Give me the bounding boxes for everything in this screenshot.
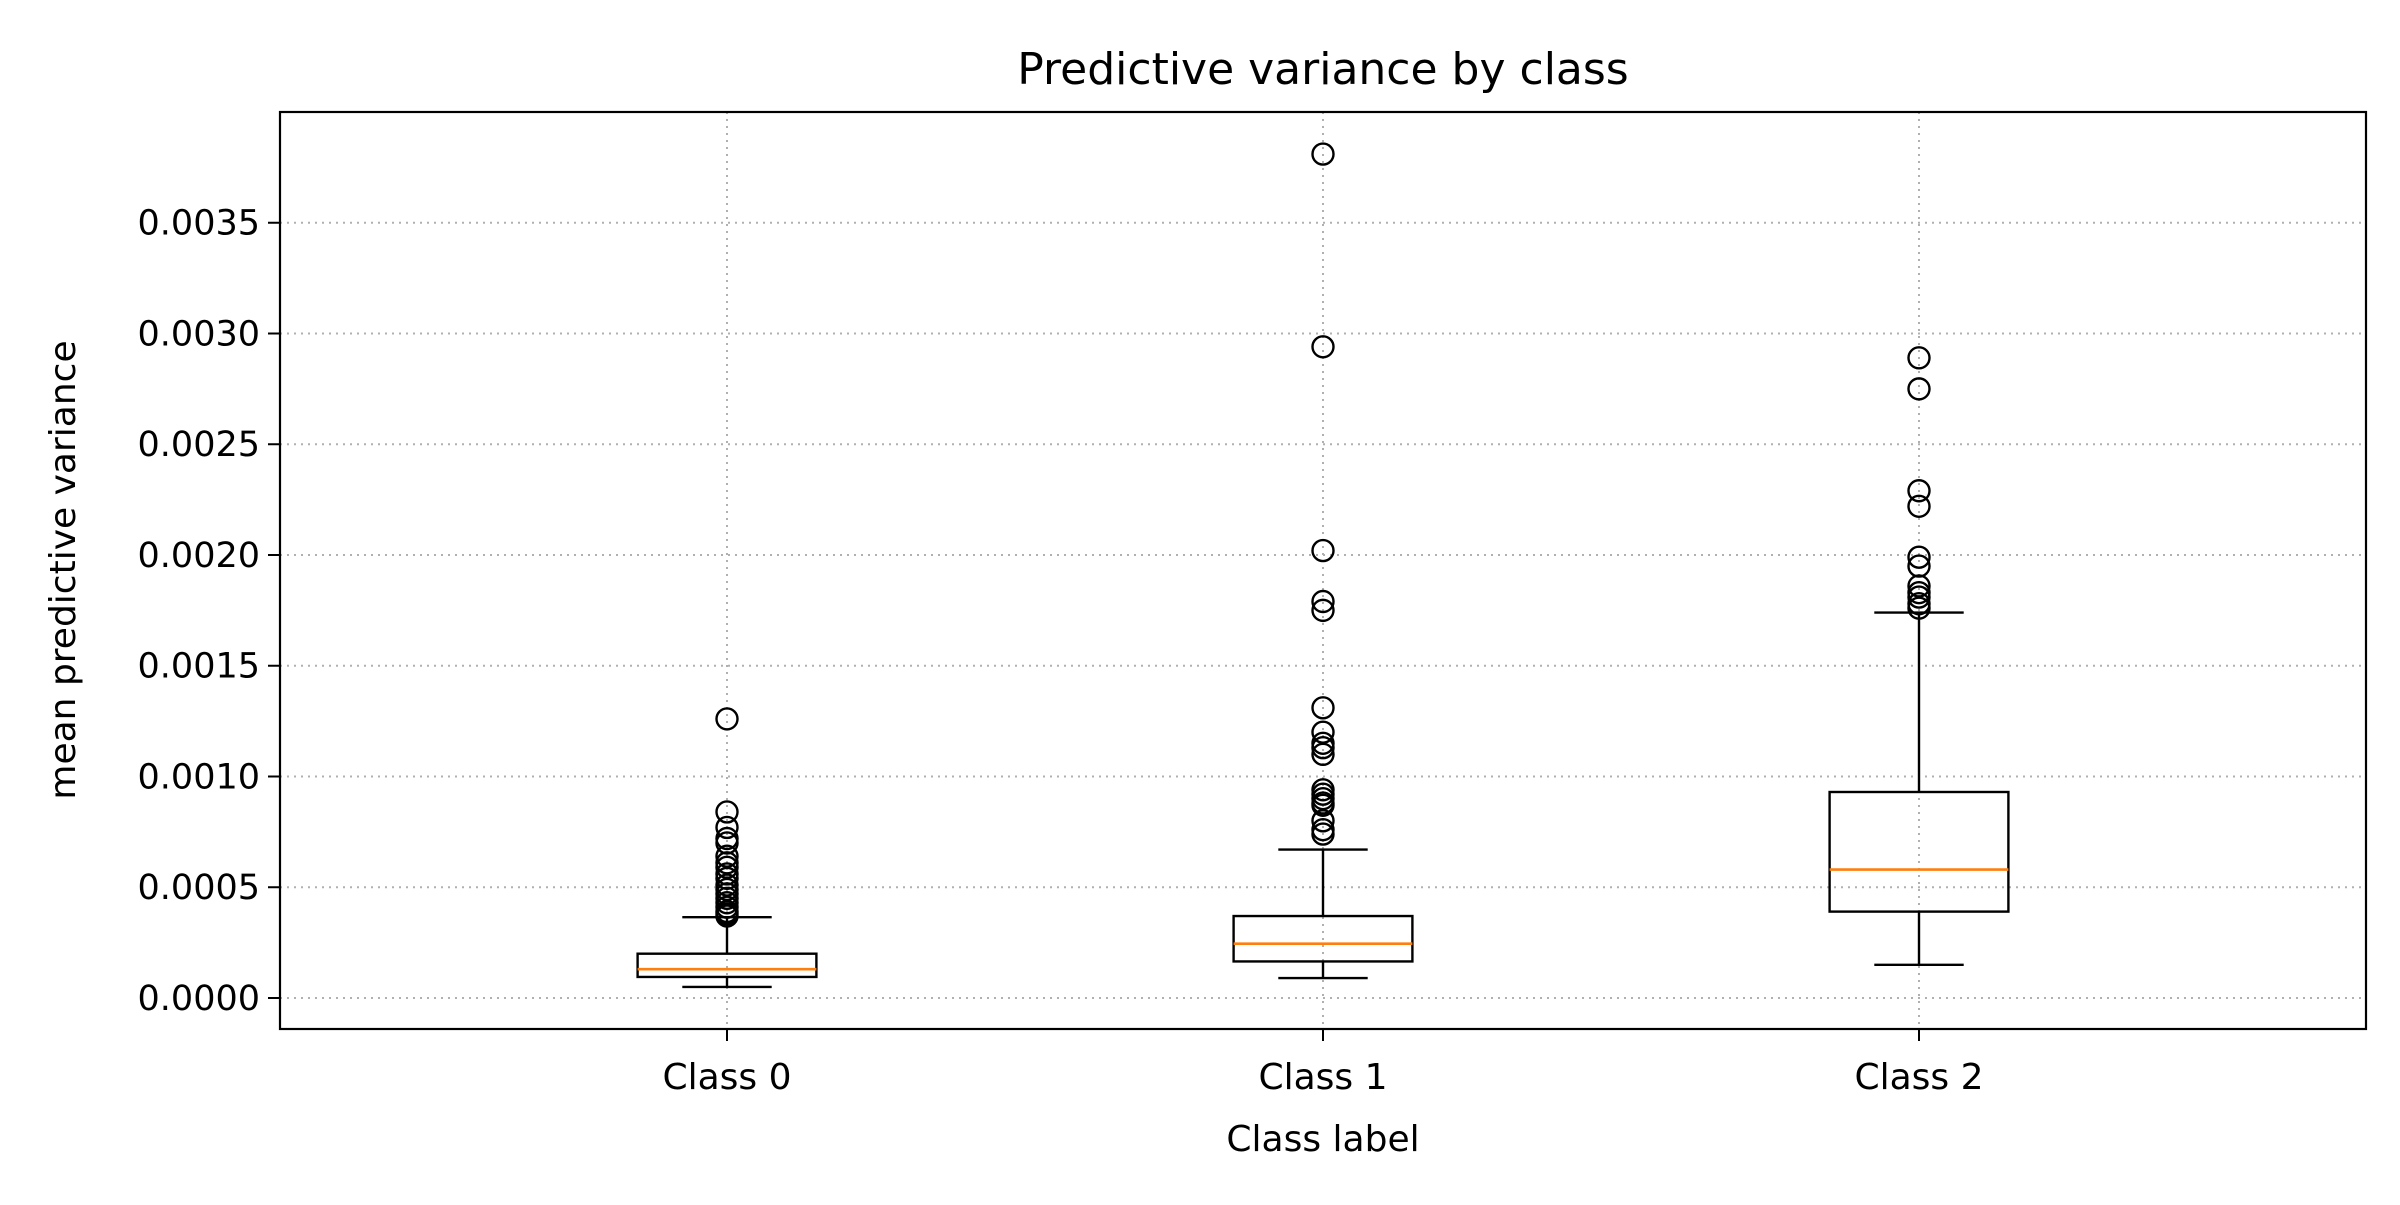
x-tick-label: Class 0 [662,1057,791,1098]
outlier-point [715,707,739,731]
axes-layer: 0.0000 0.0005 0.0010 0.0015 0.0020 0.0025 0.00… [138,204,1984,1098]
y-axis-label: mean predictive variance [43,340,84,799]
y-tick-label: 0.0010 [138,757,260,797]
x-tick-label: Class 2 [1854,1057,1983,1098]
outlier-point [715,904,739,928]
outlier-point [1907,346,1931,370]
outlier-point [715,815,739,840]
y-tick-label: 0.0035 [138,204,260,244]
outlier-point [1311,335,1335,359]
boxes-layer [636,142,2010,989]
y-tick-label: 0.0015 [138,647,260,687]
outlier-point [1907,494,1931,518]
y-tick-label: 0.0005 [138,868,260,908]
outlier-point [1907,596,1931,620]
outlier-point [1311,142,1335,166]
outlier-point [1311,538,1335,563]
x-axis-label: Class label [1226,1119,1419,1160]
outlier-point [1311,589,1335,614]
y-tick-label: 0.0025 [138,425,260,465]
iqr-box [1828,790,2010,913]
outlier-point [1311,742,1335,767]
outlier-point [1907,585,1931,609]
outlier-point [1311,822,1335,846]
y-tick-label: 0.0000 [138,979,260,1019]
y-tick-label: 0.0020 [138,536,260,576]
chart-title: Predictive variance by class [1017,44,1628,95]
outlier-point [1311,793,1335,817]
x-tick-label: Class 1 [1258,1057,1387,1098]
outlier-point [1907,377,1931,401]
outlier-point [1907,545,1931,569]
outlier-point [1311,809,1335,833]
outlier-point [715,800,739,824]
iqr-box [1232,914,1414,963]
outlier-point [1907,479,1931,503]
outlier-point [1311,735,1335,760]
outlier-point [1311,598,1335,623]
iqr-box [636,952,818,979]
y-tick-label: 0.0030 [138,314,260,354]
outlier-point [1311,696,1335,720]
